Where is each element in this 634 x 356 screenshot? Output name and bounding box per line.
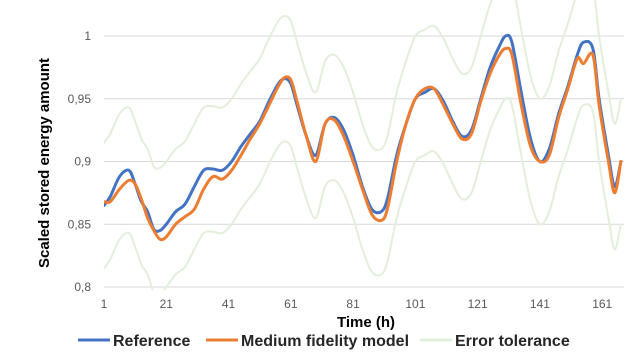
series-lines xyxy=(104,0,623,290)
y-tick-label: 0,8 xyxy=(74,280,91,294)
y-tick-label: 1 xyxy=(84,29,91,43)
x-tick-label: 161 xyxy=(592,297,612,311)
x-tick-label: 121 xyxy=(468,297,488,311)
y-tick-label: 0,95 xyxy=(68,92,92,106)
y-axis-title: Scaled stored energy amount xyxy=(36,58,53,268)
legend-label-error-tolerance: Error tolerance xyxy=(455,333,570,350)
x-axis-title: Time (h) xyxy=(337,314,395,331)
error-tolerance-lower-line xyxy=(104,96,622,290)
y-tick-label: 0,9 xyxy=(74,155,91,169)
x-tick-label: 141 xyxy=(530,297,550,311)
x-tick-label: 1 xyxy=(101,297,108,311)
x-tick-label: 41 xyxy=(222,297,236,311)
legend: Reference Medium fidelity model Error to… xyxy=(78,333,570,350)
medium-fidelity-line xyxy=(104,46,623,242)
error-tolerance-upper-line xyxy=(104,0,622,170)
x-tick-label: 21 xyxy=(160,297,174,311)
legend-label-medium-fidelity: Medium fidelity model xyxy=(241,333,409,350)
x-tick-label: 81 xyxy=(346,297,360,311)
legend-label-reference: Reference xyxy=(113,333,190,350)
y-tick-label: 0,85 xyxy=(68,217,92,231)
x-tick-label: 61 xyxy=(284,297,298,311)
x-tick-label: 101 xyxy=(405,297,425,311)
gridlines xyxy=(104,35,624,225)
